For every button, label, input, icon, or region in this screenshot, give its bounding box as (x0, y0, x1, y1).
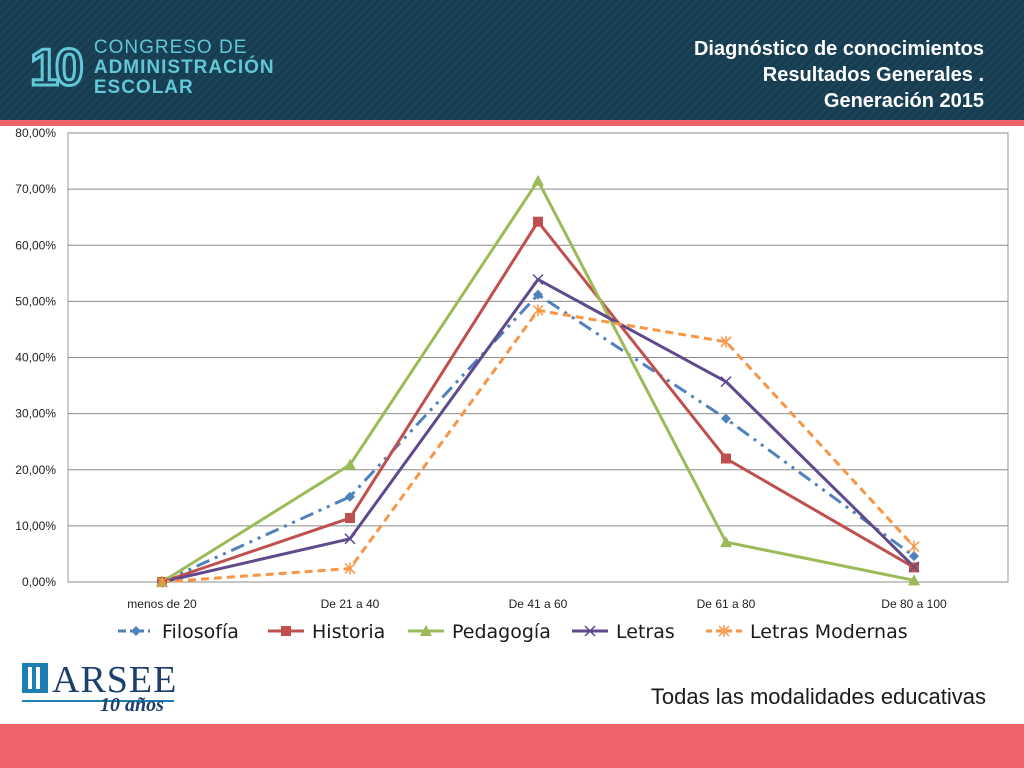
data-point (908, 561, 920, 573)
data-point (344, 533, 356, 545)
data-point (532, 304, 544, 317)
x-tick-label: De 41 a 60 (509, 597, 568, 611)
y-tick-label: 20,00% (15, 463, 56, 477)
y-tick-label: 30,00% (15, 407, 56, 421)
logo-line-1: CONGRESO DE (93, 37, 248, 58)
logo-number: 10 (29, 38, 86, 99)
data-point (908, 540, 920, 553)
slide-title: Diagnóstico de conocimientos Resultados … (694, 36, 984, 114)
congress-logo: 10 CONGRESO DE ADMINISTRACIÓN ESCOLAR (29, 38, 275, 99)
legend-label: Letras Modernas (750, 621, 908, 643)
data-point (532, 273, 544, 286)
legend-marker (131, 626, 141, 636)
title-line-3: Generación 2015 (823, 90, 984, 112)
data-point (345, 513, 355, 524)
data-point (720, 376, 732, 388)
y-tick-label: 10,00% (15, 519, 56, 533)
legend-item: Letras (572, 621, 675, 643)
y-tick-label: 80,00% (15, 126, 56, 140)
x-tick-label: menos de 20 (127, 597, 197, 611)
arsee-years: 10 años (100, 694, 164, 716)
header-banner: 10 CONGRESO DE ADMINISTRACIÓN ESCOLAR Di… (0, 0, 1024, 120)
legend-label: Pedagogía (452, 621, 551, 643)
y-tick-label: 60,00% (15, 238, 56, 252)
data-point (909, 551, 919, 562)
x-tick-label: De 80 a 100 (881, 597, 947, 611)
data-point (533, 289, 543, 300)
legend-label: Historia (312, 621, 385, 643)
data-point (344, 458, 356, 470)
x-tick-label: De 21 a 40 (321, 597, 380, 611)
header-accent-stripe (0, 120, 1024, 126)
legend-marker (281, 626, 291, 636)
line-chart: 0,00% 10,00% 20,00% 30,00% 40,00% 50,00% 60,00… (15, 126, 1009, 643)
logo-line-3: ESCOLAR (93, 77, 194, 98)
title-line-2: Resultados Generales . (762, 64, 984, 86)
y-tick-label: 40,00% (15, 351, 56, 365)
logo-line-2: ADMINISTRACIÓN (93, 57, 275, 78)
data-point (720, 335, 732, 348)
legend-item: Letras Modernas (706, 621, 908, 643)
legend-item: Filosofía (118, 621, 239, 643)
legend-item: Pedagogía (408, 621, 551, 643)
data-point (720, 536, 732, 548)
data-point (345, 491, 355, 502)
y-tick-label: 70,00% (15, 182, 56, 196)
legend-label: Filosofía (162, 621, 239, 643)
data-point (532, 174, 544, 186)
arsee-logo: ARSEE 10 años (22, 660, 182, 720)
title-line-1: Diagnóstico de conocimientos (693, 38, 984, 60)
data-point (721, 453, 731, 464)
data-point (533, 216, 543, 227)
logo-text: CONGRESO DE ADMINISTRACIÓN ESCOLAR (94, 38, 275, 98)
y-tick-label: 50,00% (15, 294, 56, 308)
data-point (344, 562, 356, 575)
bottom-accent-band (0, 724, 1024, 768)
legend-marker (584, 625, 596, 637)
caption-text: Todas las modalidades educativas (650, 684, 986, 709)
data-point (156, 576, 168, 588)
y-tick-label: 0,00% (22, 575, 56, 589)
arsee-brand: ARSEE (52, 659, 178, 701)
legend-label: Letras (616, 621, 675, 643)
arsee-underline (22, 700, 174, 702)
data-point (908, 574, 920, 586)
legend-marker (420, 625, 432, 636)
arsee-mark-icon (22, 663, 48, 693)
data-point (721, 413, 731, 424)
legend-marker (718, 625, 730, 637)
x-tick-label: De 61 a 80 (697, 597, 756, 611)
legend-item: Historia (268, 621, 385, 643)
